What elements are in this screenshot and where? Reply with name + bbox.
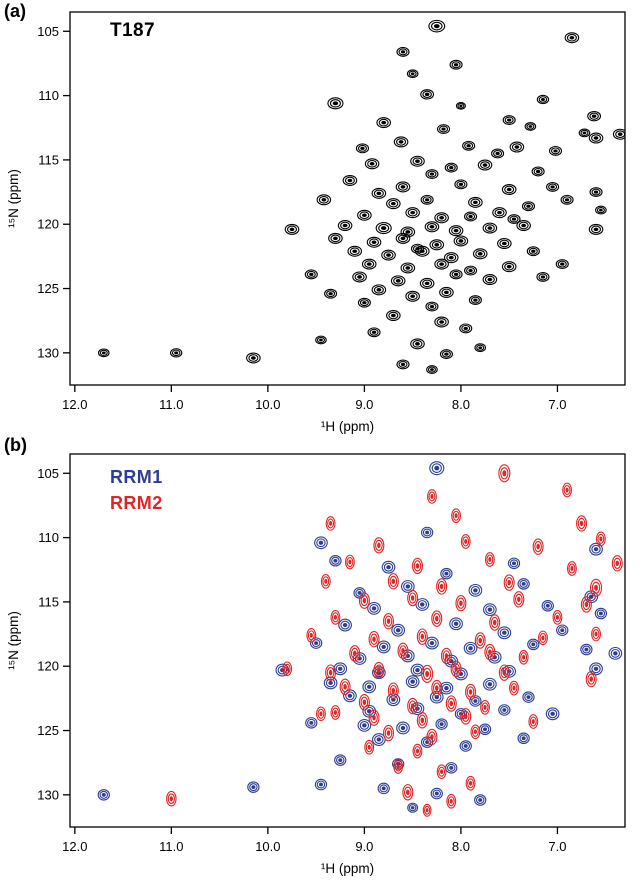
svg-text:¹⁵N (ppm): ¹⁵N (ppm) [6,169,21,228]
svg-text:8.0: 8.0 [452,839,470,854]
svg-text:¹H (ppm): ¹H (ppm) [321,861,374,876]
svg-text:120: 120 [37,217,59,232]
panel-a: (a) T187 12.0 11.0 10.0 9.0 8.0 7.0 105 110 115 1… [0,0,640,434]
svg-text:10.0: 10.0 [255,839,280,854]
svg-text:130: 130 [37,345,59,360]
svg-text:110: 110 [38,88,59,103]
legend-item-rrm2: RRM2 [110,493,163,513]
spectrum-plot-b: 12.0 11.0 10.0 9.0 8.0 7.0 105 110 115 120 125 130 ¹… [6,453,626,876]
svg-text:7.0: 7.0 [548,397,566,412]
svg-text:115: 115 [38,152,59,167]
svg-text:105: 105 [37,466,59,481]
panel-a-title: T187 [110,20,155,41]
legend: RRM1 RRM2 [110,464,163,516]
svg-text:115: 115 [38,594,59,609]
svg-text:12.0: 12.0 [62,397,87,412]
svg-text:105: 105 [37,24,59,39]
panel-b-label: (b) [4,435,27,455]
svg-text:9.0: 9.0 [355,839,373,854]
svg-text:110: 110 [38,530,59,545]
svg-text:10.0: 10.0 [255,397,280,412]
svg-text:8.0: 8.0 [452,397,470,412]
svg-text:¹⁵N (ppm): ¹⁵N (ppm) [6,611,21,670]
svg-text:11.0: 11.0 [159,839,183,854]
svg-text:¹H (ppm): ¹H (ppm) [321,419,374,434]
svg-text:120: 120 [37,659,59,674]
svg-text:125: 125 [37,281,59,296]
svg-text:130: 130 [37,787,59,802]
svg-text:125: 125 [37,723,59,738]
panel-b: (b) RRM1 RRM2 12.0 11.0 10.0 9.0 8.0 7.0 105 11… [0,434,640,885]
svg-text:9.0: 9.0 [355,397,373,412]
svg-text:12.0: 12.0 [62,839,87,854]
svg-text:7.0: 7.0 [548,839,566,854]
panel-a-label: (a) [4,1,26,21]
svg-text:11.0: 11.0 [159,397,183,412]
legend-item-rrm1: RRM1 [110,467,163,487]
spectrum-plot-a: 12.0 11.0 10.0 9.0 8.0 7.0 105 110 115 120 125 130 ¹… [6,11,626,434]
